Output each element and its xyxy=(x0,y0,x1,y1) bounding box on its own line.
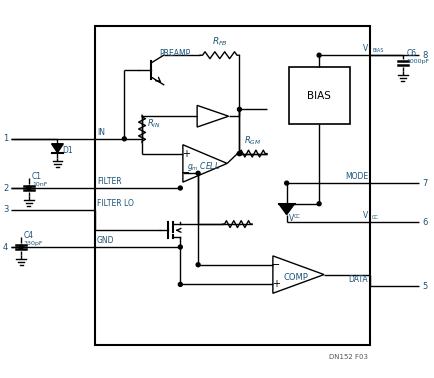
Text: 330pF: 330pF xyxy=(24,241,43,246)
Text: 4: 4 xyxy=(3,243,8,251)
Text: C6: C6 xyxy=(406,49,416,58)
Text: CC: CC xyxy=(293,214,299,218)
Text: 8: 8 xyxy=(421,51,427,60)
Circle shape xyxy=(316,53,320,57)
Text: −: − xyxy=(181,168,190,178)
Text: V: V xyxy=(288,214,293,223)
Circle shape xyxy=(284,181,288,185)
Polygon shape xyxy=(52,144,63,153)
Circle shape xyxy=(196,171,200,175)
Text: V: V xyxy=(362,44,368,53)
Text: BIAS: BIAS xyxy=(306,91,330,101)
Text: 7: 7 xyxy=(421,178,427,187)
Text: DN152 F03: DN152 F03 xyxy=(329,354,368,360)
Circle shape xyxy=(178,245,182,249)
Circle shape xyxy=(178,282,182,287)
Text: C4: C4 xyxy=(24,231,34,240)
Text: COMP: COMP xyxy=(283,273,307,282)
Text: MODE: MODE xyxy=(344,172,368,181)
Text: 1: 1 xyxy=(3,134,8,143)
Text: FILTER: FILTER xyxy=(97,177,121,186)
Text: D1: D1 xyxy=(62,146,73,155)
Circle shape xyxy=(122,137,126,141)
Bar xyxy=(288,67,349,124)
Text: FILTER LO: FILTER LO xyxy=(97,199,133,208)
Text: 2: 2 xyxy=(3,183,8,192)
Circle shape xyxy=(237,107,241,111)
Text: C1: C1 xyxy=(32,172,42,181)
Text: 10nF: 10nF xyxy=(32,182,47,187)
Text: IN: IN xyxy=(97,128,105,137)
Text: $g_m$ CELL: $g_m$ CELL xyxy=(186,160,219,173)
Text: GND: GND xyxy=(97,236,114,245)
Circle shape xyxy=(237,152,241,156)
Circle shape xyxy=(237,152,241,156)
Text: $R_{IN}$: $R_{IN}$ xyxy=(147,118,161,130)
Text: 1000pF: 1000pF xyxy=(406,59,429,64)
Text: +: + xyxy=(181,149,189,159)
Text: PREAMP: PREAMP xyxy=(158,49,190,58)
Circle shape xyxy=(178,186,182,190)
Text: BIAS: BIAS xyxy=(372,48,383,53)
Bar xyxy=(95,26,369,345)
Polygon shape xyxy=(278,204,294,215)
Text: $R_{FB}$: $R_{FB}$ xyxy=(211,36,227,48)
Text: V: V xyxy=(362,211,368,220)
Text: DATA: DATA xyxy=(348,276,368,284)
Text: +: + xyxy=(271,279,279,290)
Text: 6: 6 xyxy=(421,218,427,227)
Circle shape xyxy=(316,202,320,206)
Text: 5: 5 xyxy=(421,282,427,291)
Circle shape xyxy=(19,245,23,249)
Text: CC: CC xyxy=(372,215,378,220)
Text: $R_{GM}$: $R_{GM}$ xyxy=(243,134,260,147)
Text: −: − xyxy=(270,260,280,270)
Circle shape xyxy=(27,186,31,190)
Circle shape xyxy=(196,263,200,267)
Text: 3: 3 xyxy=(3,205,8,214)
